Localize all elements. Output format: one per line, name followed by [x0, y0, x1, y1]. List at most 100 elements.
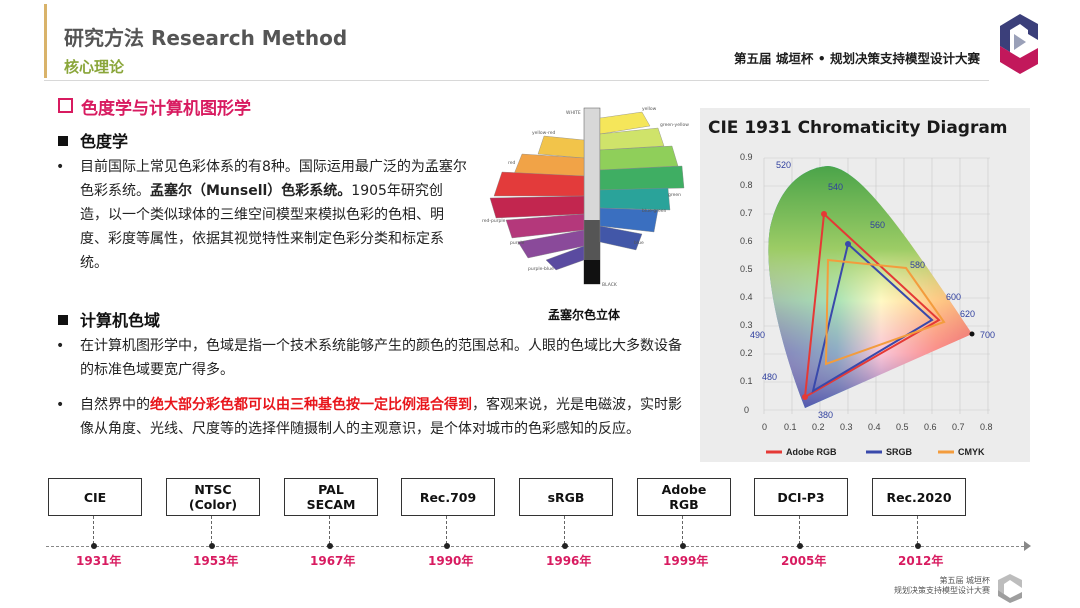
munsell-label: purple-blue	[528, 266, 554, 272]
y-tick-label: 0.9	[740, 152, 753, 162]
x-tick-label: 0.1	[784, 422, 797, 432]
timeline-standard-dci-p3: DCI-P3	[754, 478, 848, 516]
y-tick-label: 0.1	[740, 376, 753, 386]
footer-line-2: 规划决策支持模型设计大赛	[894, 586, 990, 595]
timeline-year: 1953年	[193, 554, 239, 568]
footer-competition: 第五届 城垣杯 规划决策支持模型设计大赛	[870, 576, 990, 596]
timeline-connector	[93, 516, 94, 544]
timeline-year: 1967年	[310, 554, 356, 568]
cie-chromaticity-diagram: 0.9 0.8 0.7 0.6 0.5 0.4 0.3 0.2 0.1 0 0 …	[740, 152, 995, 457]
timeline-dot	[915, 543, 921, 549]
timeline-year: 1996年	[546, 554, 592, 568]
wavelength-label: 600	[946, 292, 961, 302]
timeline-year: 1990年	[428, 554, 474, 568]
timeline-standard-rec2020: Rec.2020	[872, 478, 966, 516]
section-title-text: 色度学与计算机图形学	[81, 99, 251, 119]
gamut-bullet-2-post: ，客观来说，光是电磁波，实时影像从角度、光线、尺度等的选择伴随摄制人的主观意识，…	[80, 397, 682, 437]
y-tick-label: 0.2	[740, 348, 753, 358]
colorimetry-paragraph: • 目前国际上常见色彩体系的有8种。国际运用最广泛的为孟塞尔色彩系统。孟塞尔（M…	[56, 159, 467, 271]
timeline-dot	[209, 543, 215, 549]
colorimetry-heading: 色度学	[58, 128, 128, 152]
timeline-connector	[682, 516, 683, 544]
munsell-label: BLACK	[602, 282, 618, 288]
timeline-year: 2005年	[781, 554, 827, 568]
munsell-caption: 孟塞尔色立体	[548, 308, 621, 322]
header-accent-bar	[44, 4, 47, 78]
timeline-arrow-icon	[1024, 541, 1031, 551]
wavelength-label: 700	[980, 330, 995, 340]
legend-srgb: SRGB	[886, 447, 913, 457]
timeline-standard-cie: CIE	[48, 478, 142, 516]
munsell-label: blue-green	[642, 208, 666, 214]
competition-name: 第五届 城垣杯 • 规划决策支持模型设计大赛	[734, 51, 981, 66]
timeline-year: 1931年	[76, 554, 122, 568]
competition-logo	[1000, 14, 1038, 74]
x-tick-label: 0.8	[980, 422, 993, 432]
timeline-dot	[91, 543, 97, 549]
x-tick-label: 0	[762, 422, 767, 432]
timeline-connector	[799, 516, 800, 544]
wavelength-label: 620	[960, 309, 975, 319]
munsell-label: purple	[510, 240, 525, 246]
wavelength-label: 520	[776, 160, 791, 170]
gamut-bullet-1-text: 在计算机图形学中，色域是指一个技术系统能够产生的颜色的范围总和。人眼的色域比大多…	[80, 338, 682, 378]
munsell-color-solid: WHITE yellow green-yellow yellow-red red…	[482, 106, 689, 288]
x-tick-label: 0.2	[812, 422, 825, 432]
timeline-connector	[329, 516, 330, 544]
y-tick-label: 0	[744, 405, 749, 415]
x-tick-label: 0.6	[924, 422, 937, 432]
gamut-bullet-1: • 在计算机图形学中，色域是指一个技术系统能够产生的颜色的范围总和。人眼的色域比…	[56, 338, 682, 378]
munsell-label: yellow-red	[532, 130, 556, 136]
gamut-highlight: 绝大部分彩色都可以由三种基色按一定比例混合得到	[150, 397, 472, 413]
timeline-standard-ntsc: NTSC (Color)	[166, 478, 260, 516]
footer-logo-icon	[998, 574, 1022, 603]
timeline-dot	[444, 543, 450, 549]
x-tick-label: 0.7	[952, 422, 965, 432]
colorimetry-text-post: 1905年研究创造，以一个类似球体的三维空间模型来模拟色彩的色相、明度、彩度等属…	[80, 183, 444, 271]
munsell-label: red	[508, 160, 516, 166]
wavelength-label: 580	[910, 260, 925, 270]
colorimetry-text-pre: 目前国际上常见色彩体系的有8种。国际运用最广泛的为孟塞尔色彩系统。	[80, 159, 467, 199]
section-title: 色度学与计算机图形学	[58, 94, 251, 119]
munsell-label: red-purple	[482, 218, 506, 224]
wavelength-label: 380	[818, 410, 833, 420]
cie-title: CIE 1931 Chromaticity Diagram	[708, 118, 1008, 138]
y-tick-label: 0.7	[740, 208, 753, 218]
timeline-standard-pal: PAL SECAM	[284, 478, 378, 516]
header-divider	[44, 80, 989, 81]
timeline-axis	[46, 546, 1024, 547]
page-subtitle: 核心理论	[64, 58, 125, 76]
timeline-standard-rec709: Rec.709	[401, 478, 495, 516]
timeline-connector	[211, 516, 212, 544]
legend-adobe-rgb: Adobe RGB	[786, 447, 837, 457]
y-tick-label: 0.8	[740, 180, 753, 190]
timeline-dot	[680, 543, 686, 549]
munsell-label: blue	[634, 240, 644, 246]
x-tick-label: 0.4	[868, 422, 881, 432]
y-tick-label: 0.6	[740, 236, 753, 246]
munsell-label: yellow	[642, 106, 657, 112]
timeline-connector	[564, 516, 565, 544]
wavelength-label: 560	[870, 220, 885, 230]
y-tick-label: 0.3	[740, 320, 753, 330]
timeline-dot	[562, 543, 568, 549]
square-bullet-icon	[58, 315, 68, 325]
legend-cmyk: CMYK	[958, 447, 985, 457]
checkbox-icon	[58, 98, 73, 113]
wavelength-label: 540	[828, 182, 843, 192]
gamut-bullet-2-pre: 自然界中的	[80, 397, 150, 413]
gamut-bullet-2: • 自然界中的绝大部分彩色都可以由三种基色按一定比例混合得到，客观来说，光是电磁…	[56, 397, 682, 437]
wavelength-label: 480	[762, 372, 777, 382]
y-tick-label: 0.5	[740, 264, 753, 274]
munsell-label: WHITE	[566, 110, 581, 116]
timeline-dot	[327, 543, 333, 549]
gamut-heading: 计算机色域	[58, 307, 160, 331]
timeline-year: 1999年	[663, 554, 709, 568]
square-bullet-icon	[58, 136, 68, 146]
timeline-connector	[917, 516, 918, 544]
timeline-connector	[446, 516, 447, 544]
timeline-standard-srgb: sRGB	[519, 478, 613, 516]
x-tick-label: 0.3	[840, 422, 853, 432]
munsell-label: green-yellow	[660, 122, 689, 128]
y-tick-label: 0.4	[740, 292, 753, 302]
